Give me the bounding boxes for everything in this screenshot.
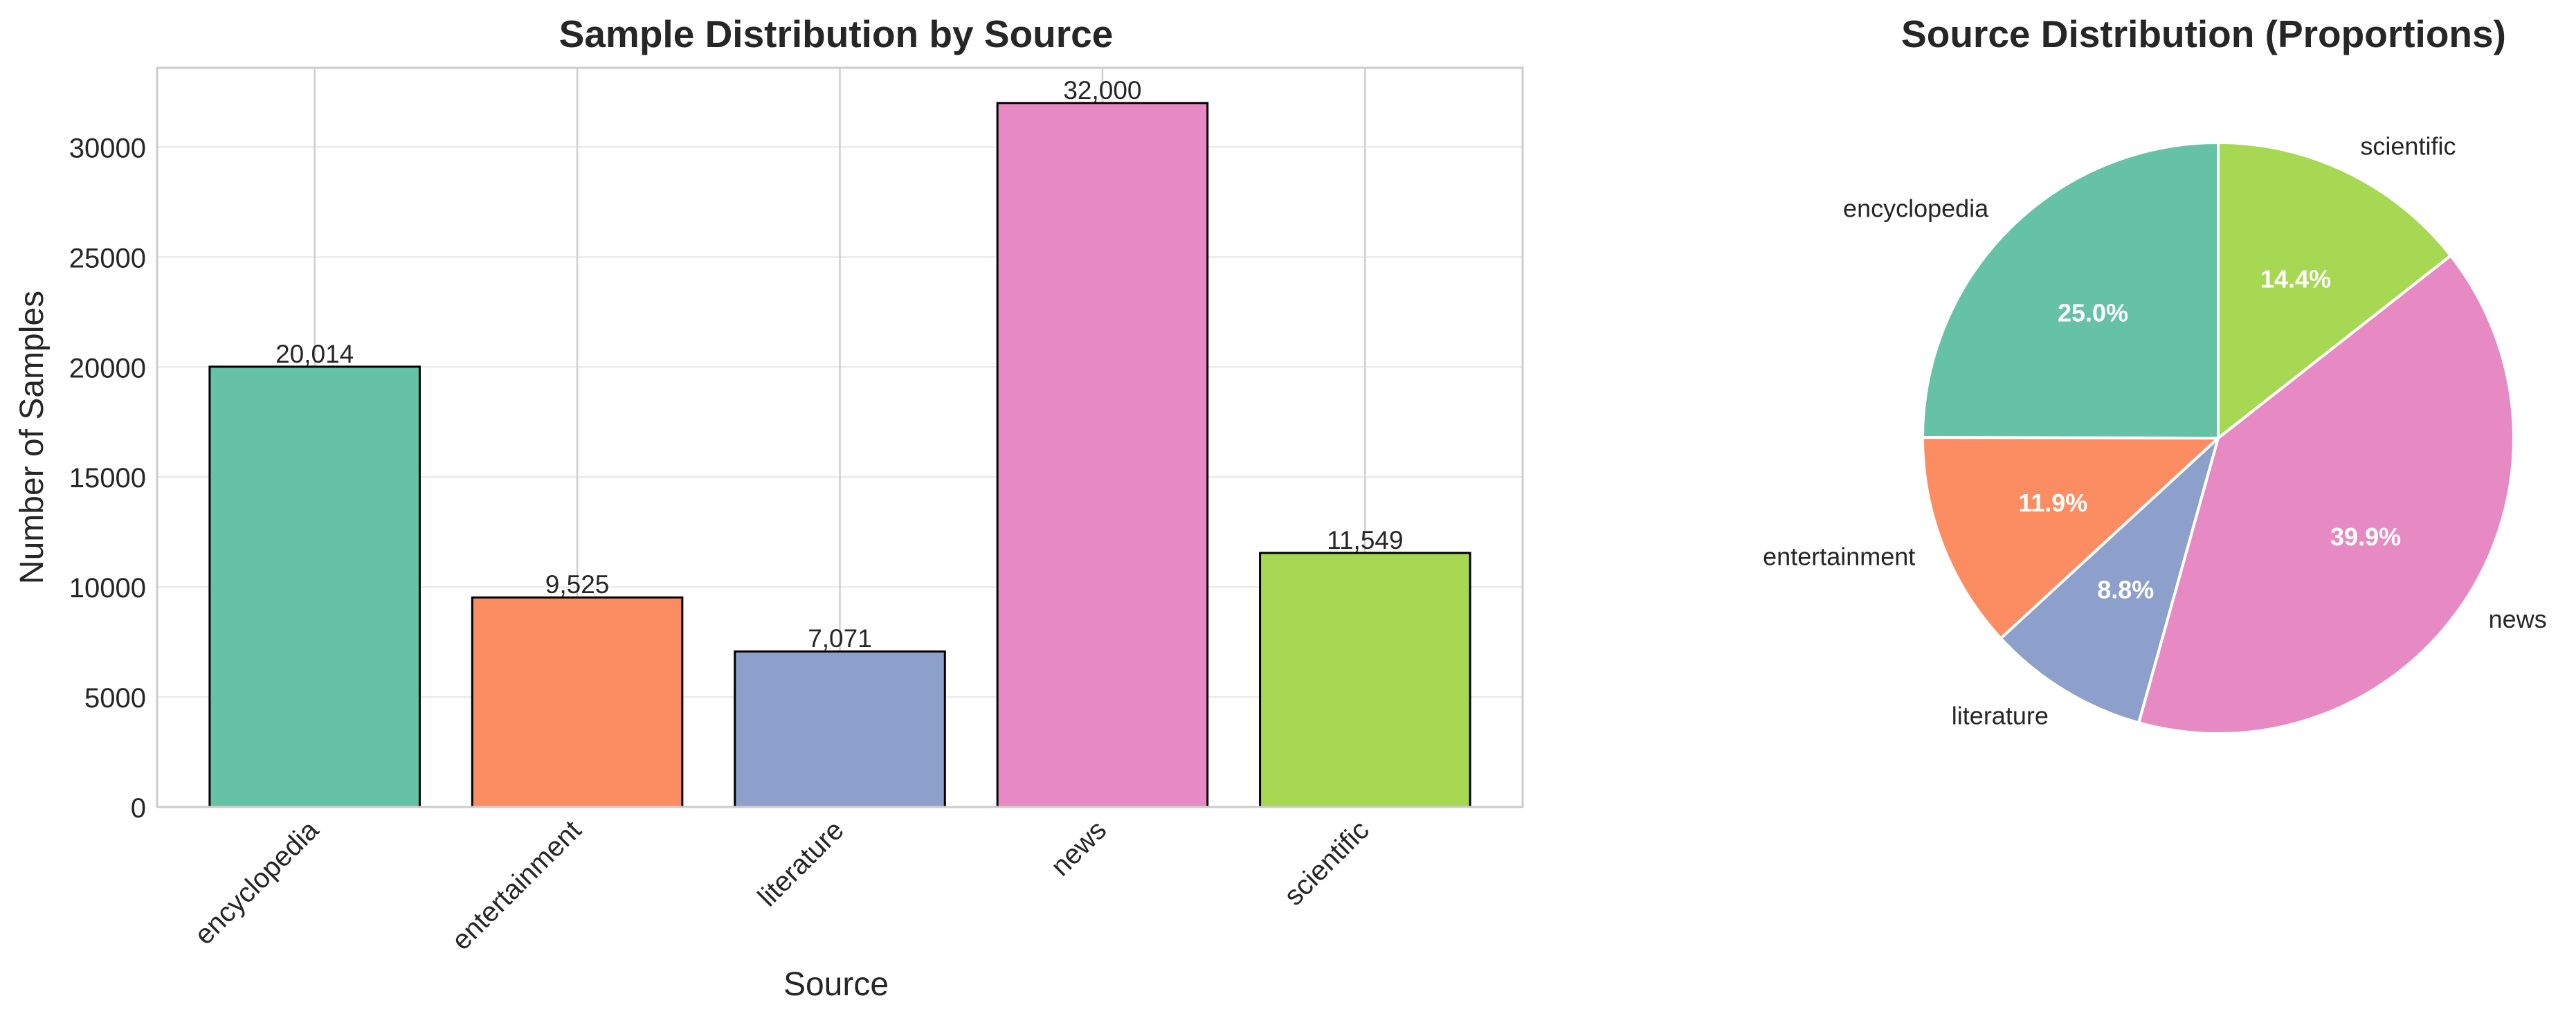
- bar-entertainment: [471, 596, 684, 808]
- pie-percent-label: 11.9%: [2018, 489, 2087, 517]
- pie-percent-labels: 25.0% 11.9% 8.8% 39.9% 14.4%: [2018, 265, 2401, 604]
- bar-chart-title: Sample Distribution by Source: [559, 12, 1114, 55]
- pie-category-label: entertainment: [1763, 542, 1915, 570]
- pie-percent-label: 14.4%: [2260, 265, 2331, 293]
- bar-y-tick-label: 15000: [69, 463, 146, 493]
- pie-category-label: scientific: [2360, 132, 2456, 161]
- pie-wedges: [1921, 141, 2515, 735]
- bar-y-tick-label: 20000: [69, 353, 146, 383]
- bar-y-tick-label: 5000: [84, 683, 146, 714]
- bar-y-tick-label: 25000: [69, 243, 146, 273]
- bar-literature: [734, 650, 946, 808]
- pie-chart-title: Source Distribution (Proportions): [1901, 12, 2506, 55]
- bar-x-axis-label: Source: [783, 966, 889, 1003]
- bar-encyclopedia: [208, 365, 421, 808]
- bar-y-tick-label: 0: [131, 793, 146, 824]
- bar-value-labels: 20,014 9,525 7,071 32,000 11,549: [275, 76, 1403, 653]
- pie-wedge-encyclopedia: [1921, 141, 2220, 439]
- bar-y-tick-label: 30000: [69, 133, 146, 163]
- pie-percent-label: 25.0%: [2058, 299, 2128, 327]
- pie-chart: Source Distribution (Proportions) 25.0% 1…: [1763, 12, 2547, 735]
- bar-y-axis-label: Number of Samples: [14, 291, 51, 584]
- bar-bars: [208, 102, 1471, 808]
- pie-category-labels: encyclopedia entertainment literature news s…: [1763, 132, 2547, 730]
- pie-category-label: news: [2489, 605, 2547, 633]
- pie-category-label: encyclopedia: [1843, 194, 1989, 223]
- bar-value-label: 11,549: [1327, 526, 1403, 554]
- bar-value-label: 7,071: [808, 624, 872, 653]
- bar-value-label: 32,000: [1063, 76, 1141, 105]
- bar-news: [996, 102, 1209, 808]
- bar-scientific: [1259, 552, 1471, 808]
- bar-y-tick-label: 10000: [69, 573, 146, 604]
- bar-axes-frame: [156, 66, 1524, 808]
- bar-value-label: 20,014: [275, 340, 354, 368]
- pie-wedge-entertainment: [1921, 436, 2220, 640]
- pie-percent-label: 8.8%: [2097, 576, 2154, 604]
- pie-wedge-scientific: [2217, 141, 2452, 439]
- pie-category-label: literature: [1952, 702, 2049, 730]
- bar-y-ticks: 0 5000 10000 15000 20000 25000 30000: [69, 133, 146, 824]
- pie-wedge-news: [2137, 254, 2515, 735]
- pie-percent-label: 39.9%: [2330, 523, 2401, 551]
- pie-wedge-literature: [1999, 437, 2220, 725]
- bar-value-label: 9,525: [545, 570, 610, 599]
